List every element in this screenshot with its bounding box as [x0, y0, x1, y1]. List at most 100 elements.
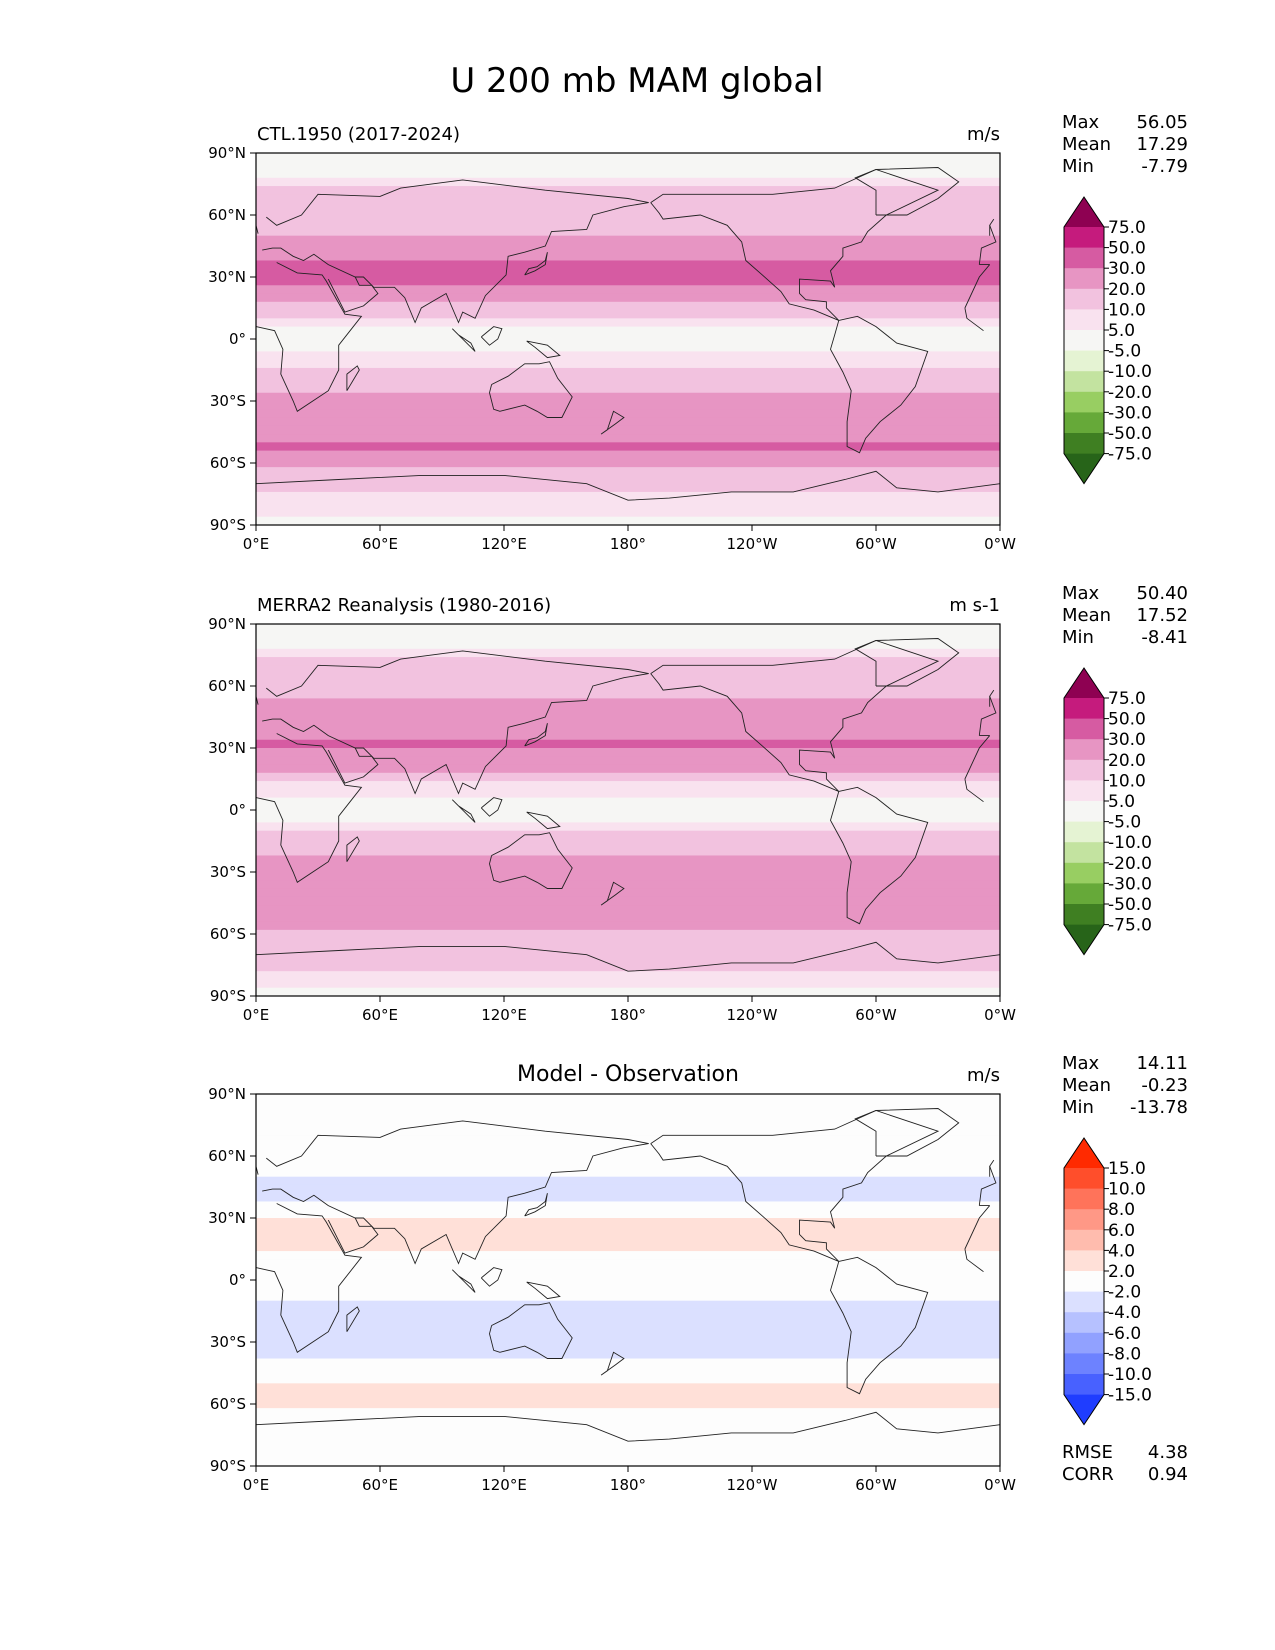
coastlines [255, 167, 1001, 501]
coastline [255, 1411, 1001, 1442]
field-band [256, 177, 1000, 187]
field-band [256, 425, 1000, 435]
colorbar-bin [1064, 391, 1104, 413]
colorbar-bin [1064, 821, 1104, 843]
field-band [256, 1325, 1000, 1335]
y-tick-label: 30°S [210, 863, 246, 881]
field-band [256, 376, 1000, 385]
coastline [600, 881, 625, 906]
field-band [256, 1218, 1000, 1227]
field-band [256, 1127, 1000, 1136]
axes-ticks: 0°E 60°E 120°E 180° 120°W 60°W 0°W 90°N 60°N 30°N… [208, 1085, 1016, 1494]
colorbar-tick-label: 10.0 [1108, 1180, 1146, 1200]
field-band [256, 880, 1000, 890]
field-band [256, 913, 1000, 923]
field-band [256, 855, 1000, 865]
x-tick-label: 120°E [481, 535, 527, 553]
field-band [256, 508, 1000, 518]
field-band [256, 260, 1000, 270]
metric-corr-label: CORR [1062, 1464, 1114, 1485]
metric-rmse-value: 4.38 [1148, 1442, 1188, 1463]
coastline [650, 169, 940, 321]
colorbar-bin [1064, 718, 1104, 740]
field-band [256, 491, 1000, 501]
x-tick-label: 180° [610, 535, 646, 553]
field-band [256, 1317, 1000, 1326]
coastline [489, 361, 573, 418]
field-band [256, 351, 1000, 361]
coastline [451, 328, 476, 352]
x-tick-label: 120°W [727, 1476, 778, 1494]
stat-min-value: -8.41 [1141, 627, 1188, 648]
y-tick-label: 30°S [210, 392, 246, 410]
field-band [256, 648, 1000, 658]
field-band [256, 301, 1000, 311]
y-tick-label: 90°N [208, 615, 246, 633]
field-band [256, 153, 1000, 162]
field-map [256, 153, 1000, 526]
colorbar-tick-label: 20.0 [1108, 751, 1146, 771]
field-band [256, 1143, 1000, 1153]
field-band [256, 938, 1000, 947]
field-band [256, 872, 1000, 881]
field-band [256, 1110, 1000, 1120]
colorbar-bin [1064, 1209, 1104, 1231]
colorbar-tick-label: -20.0 [1108, 383, 1152, 403]
field-band [256, 929, 1000, 939]
colorbar-bin [1064, 904, 1104, 925]
field-band [256, 946, 1000, 956]
field-band [256, 698, 1000, 708]
coastline [255, 470, 1001, 501]
coastline [830, 786, 929, 925]
field-band [256, 979, 1000, 989]
y-tick-label: 30°S [210, 1333, 246, 1351]
x-tick-label: 60°E [362, 1476, 398, 1494]
field-band [256, 219, 1000, 228]
panel-left-title: CTL.1950 (2017-2024) [257, 124, 460, 145]
colorbar-bin [1064, 759, 1104, 781]
metrics-block: RMSE 4.38 CORR 0.94 [1062, 1442, 1188, 1485]
y-tick-label: 30°N [208, 1209, 246, 1227]
colorbar-bin [1064, 350, 1104, 372]
coastline [255, 1203, 991, 1353]
x-tick-label: 0°E [243, 535, 270, 553]
panel-observation: 0°E 60°E 120°E 180° 120°W 60°W 0°W 90°N 60°N 30°N… [208, 583, 1188, 1024]
field-band [256, 838, 1000, 848]
coastline [262, 1120, 997, 1265]
coastline [255, 733, 991, 883]
x-tick-label: 60°W [855, 1006, 897, 1024]
figure-title: U 200 mb MAM global [450, 61, 823, 101]
coastline [524, 1193, 548, 1217]
field-band [256, 417, 1000, 427]
axes-ticks: 0°E 60°E 120°E 180° 120°W 60°W 0°W 90°N 60°N 30°N… [208, 144, 1016, 553]
coastline [650, 1110, 940, 1262]
stats-block: Max 14.11 Mean -0.23 Min -13.78 [1062, 1053, 1188, 1118]
field-band [256, 1251, 1000, 1260]
stat-mean-value: 17.52 [1136, 605, 1188, 626]
field-band [256, 1342, 1000, 1351]
stat-max-label: Max [1062, 583, 1100, 604]
field-band [256, 657, 1000, 666]
coastlines [255, 638, 1001, 972]
field-band [256, 714, 1000, 724]
field-band [256, 1432, 1000, 1442]
colorbar-extend-min [1064, 453, 1104, 484]
stat-mean-value: -0.23 [1141, 1075, 1188, 1096]
stat-min-label: Min [1062, 156, 1094, 177]
field-band [256, 1308, 1000, 1318]
coastline [600, 410, 625, 435]
field-band [256, 285, 1000, 295]
field-band [256, 227, 1000, 237]
x-tick-label: 180° [610, 1006, 646, 1024]
colorbar-tick-label: 5.0 [1108, 792, 1135, 812]
colorbar-tick-label: -30.0 [1108, 874, 1152, 894]
colorbar-tick-label: -4.0 [1108, 1303, 1141, 1323]
field-band [256, 1416, 1000, 1426]
field-band [256, 359, 1000, 369]
field-band [256, 954, 1000, 964]
field-band [256, 822, 1000, 832]
colorbar-bin [1064, 268, 1104, 290]
y-tick-label: 0° [229, 801, 246, 819]
x-tick-label: 180° [610, 1476, 646, 1494]
